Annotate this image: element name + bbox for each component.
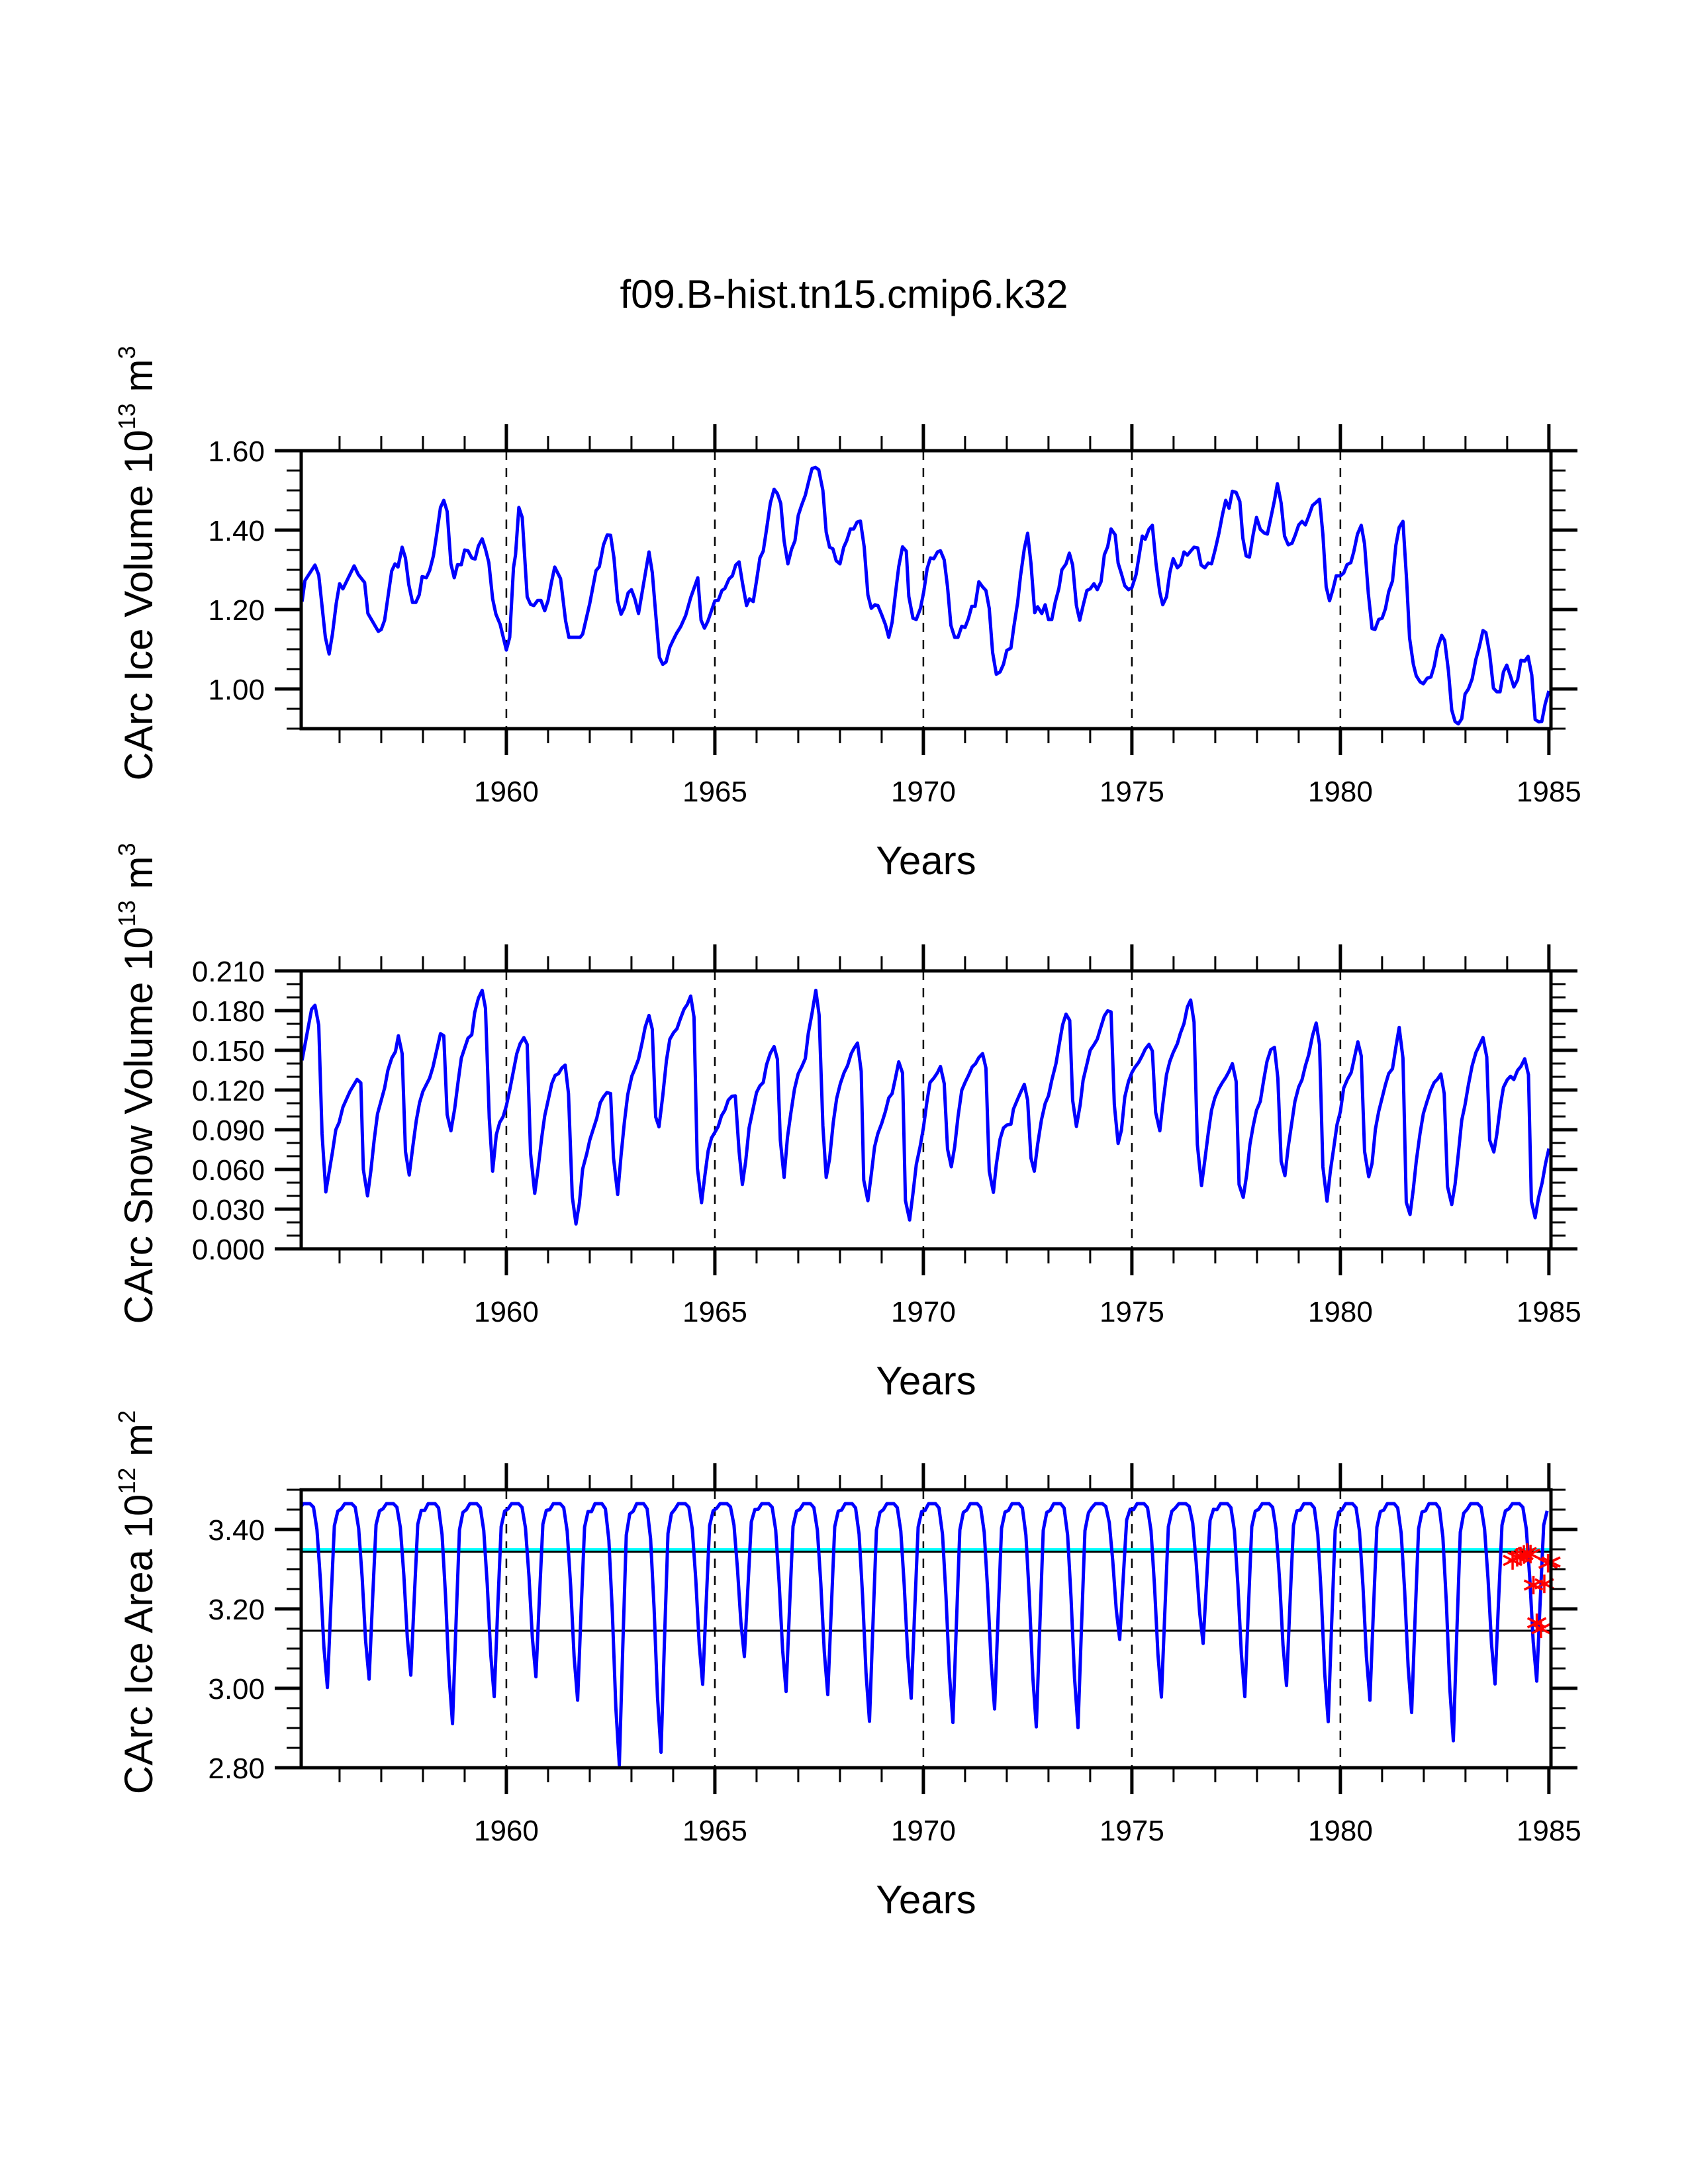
y-axis-title-superscript: 3 <box>113 346 140 359</box>
y-tick-label: 3.20 <box>208 1594 265 1626</box>
y-tick-label: 0.000 <box>192 1234 265 1266</box>
x-tick-label: 1985 <box>1517 1815 1581 1847</box>
x-tick-label: 1985 <box>1517 776 1581 808</box>
x-tick-label: 1965 <box>682 1815 747 1847</box>
y-axis-title: CArc Snow Volume 1013 m3 <box>113 842 161 1324</box>
x-tick-label: 1975 <box>1100 1815 1164 1847</box>
y-tick-label: 0.150 <box>192 1035 265 1068</box>
x-tick-label: 1965 <box>682 1296 747 1328</box>
x-tick-label: 1960 <box>474 1815 539 1847</box>
plot-frame <box>299 449 1553 731</box>
y-tick-label: 0.180 <box>192 995 265 1028</box>
y-tick-label: 1.20 <box>208 594 265 627</box>
y-tick-label: 3.00 <box>208 1673 265 1706</box>
y-axis-title-superscript: 12 <box>113 1468 140 1494</box>
x-axis-title: Years <box>876 1878 976 1922</box>
panel-2: 1960 1965 1970 1975 1980 1985 0.000 0.030 0.060 0… <box>113 842 1581 1403</box>
x-tick-label: 1975 <box>1100 776 1164 808</box>
series-line <box>301 1502 1549 1767</box>
y-axis-title-superscript: 2 <box>113 1410 140 1424</box>
y-axis-title-part: m <box>117 856 161 901</box>
y-tick-label: 1.00 <box>208 674 265 706</box>
x-tick-label: 1980 <box>1308 1815 1373 1847</box>
plot-frame <box>299 969 1553 1251</box>
y-tick-label: 3.40 <box>208 1514 265 1547</box>
x-tick-label: 1960 <box>474 1296 539 1328</box>
y-axis-title-part: CArc Ice Area 10 <box>117 1494 161 1795</box>
y-tick-label: 0.120 <box>192 1075 265 1107</box>
x-tick-label: 1975 <box>1100 1296 1164 1328</box>
series-line <box>301 465 1551 726</box>
y-tick-label: 0.090 <box>192 1115 265 1147</box>
panel-3: 1960 1965 1970 1975 1980 1985 2.80 3.00 3.20 3.40… <box>113 1410 1581 1922</box>
series-line <box>301 988 1551 1226</box>
y-tick-label: 2.80 <box>208 1752 265 1785</box>
y-tick-label: 0.030 <box>192 1194 265 1226</box>
x-tick-label: 1980 <box>1308 1296 1373 1328</box>
y-axis-title-superscript: 13 <box>113 900 140 927</box>
asterisk-marker <box>1521 1545 1540 1564</box>
y-axis-title-superscript: 13 <box>113 403 140 430</box>
x-axis-title: Years <box>876 1359 976 1403</box>
x-tick-label: 1970 <box>891 1296 956 1328</box>
y-axis-title: CArc Ice Volume 1013 m3 <box>113 346 161 781</box>
x-tick-label: 1960 <box>474 776 539 808</box>
x-tick-label: 1965 <box>682 776 747 808</box>
asterisk-marker <box>1526 1614 1547 1632</box>
y-axis-title-part: CArc Ice Volume 10 <box>117 430 161 780</box>
asterisk-marker <box>1531 1619 1551 1638</box>
y-axis-title-part: m <box>117 1424 161 1468</box>
y-tick-label: 0.060 <box>192 1154 265 1187</box>
x-tick-label: 1980 <box>1308 776 1373 808</box>
y-tick-label: 1.60 <box>208 435 265 468</box>
x-tick-label: 1970 <box>891 776 956 808</box>
y-axis-title-part: CArc Snow Volume 10 <box>117 927 161 1324</box>
y-axis-title: CArc Ice Area 1012 m2 <box>113 1410 161 1794</box>
panel-1: 1960 1965 1970 1975 1980 1985 1.00 1.20 1.40 1.60… <box>113 346 1581 883</box>
y-tick-label: 1.40 <box>208 515 265 547</box>
x-tick-label: 1970 <box>891 1815 956 1847</box>
y-tick-label: 0.210 <box>192 956 265 988</box>
x-axis-title: Years <box>876 839 976 883</box>
x-tick-label: 1985 <box>1517 1296 1581 1328</box>
y-axis-title-superscript: 3 <box>113 842 140 856</box>
chart-title: f09.B-hist.tn15.cmip6.k32 <box>620 272 1068 316</box>
y-axis-title-part: m <box>117 359 161 404</box>
